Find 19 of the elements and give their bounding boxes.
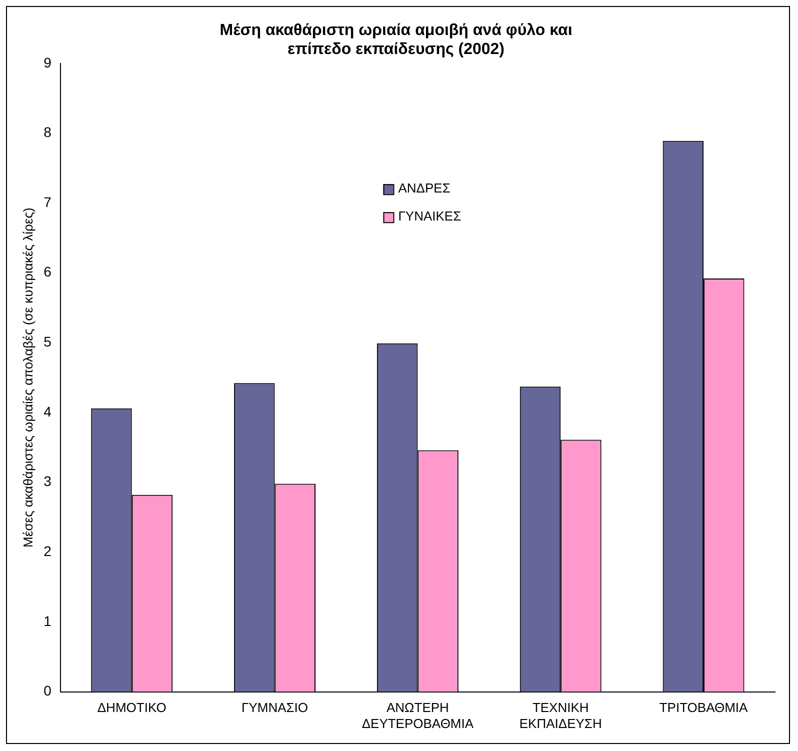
x-tick-label: ΑΝΩΤΕΡΗ ΔΕΥΤΕΡΟΒΑΘΜΙΑ [362, 700, 474, 731]
y-axis-title: Μέσες ακαθάριστες ωριαίες απολαβές (σε κυπριακές λίρες) [20, 208, 36, 548]
y-tick-label: 5 [44, 334, 52, 350]
y-tick-label: 9 [44, 54, 52, 70]
chart-title: Μέση ακαθάριστη ωριαία αμοιβή ανά φύλο και επίπεδο εκπαίδευσης (2002) [220, 22, 572, 58]
legend-label: ΓΥΝΑΙΚΕΣ [398, 208, 462, 224]
x-tick-label: ΤΕΧΝΙΚΗ ΕΚΠΑΙΔΕΥΣΗ [519, 700, 602, 731]
y-tick-label: 8 [44, 124, 52, 140]
y-tick-label: 7 [44, 194, 52, 210]
y-tick-label: 4 [44, 403, 52, 420]
y-tick-label: 2 [44, 543, 52, 560]
x-tick-label: ΔΗΜΟΤΙΚΟ [97, 700, 166, 716]
x-tick-label: ΤΡΙΤΟΒΑΘΜΙΑ [659, 700, 748, 716]
y-tick-label: 3 [44, 473, 52, 490]
legend-label: ΑΝΔΡΕΣ [398, 180, 450, 196]
y-tick-label: 1 [44, 612, 52, 629]
y-tick-label: 6 [44, 264, 52, 280]
x-tick-label: ΓΥΜΝΑΣΙΟ [242, 700, 308, 716]
y-tick-label: 0 [44, 682, 52, 699]
